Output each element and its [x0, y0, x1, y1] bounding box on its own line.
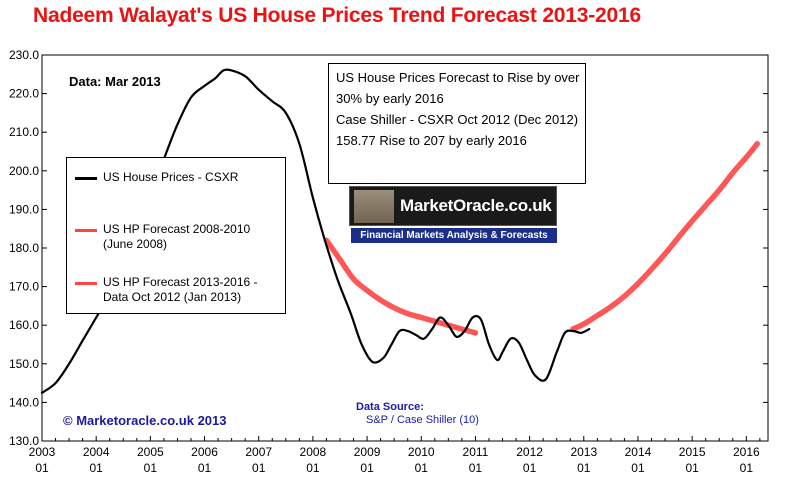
y-tick-label: 210.0	[9, 125, 39, 139]
y-tick-label: 180.0	[9, 241, 39, 255]
x-tick-year: 2011	[463, 445, 489, 459]
x-tick-month: 01	[198, 461, 212, 475]
x-tick-month: 01	[523, 461, 537, 475]
legend-label-forecast-2013: US HP Forecast 2013-2016 - Data Oct 2012…	[103, 275, 258, 304]
x-tick-month: 01	[577, 461, 591, 475]
logo-tagline: Financial Markets Analysis & Forecasts	[351, 228, 557, 243]
x-tick-year: 2010	[408, 445, 435, 459]
copyright-text: © Marketoracle.co.uk 2013	[63, 413, 227, 428]
y-tick-label: 200.0	[9, 164, 39, 178]
legend-label-actual: US House Prices - CSXR	[103, 170, 239, 184]
y-tick-label: 190.0	[9, 202, 39, 216]
chart-title: Nadeem Walayat's US House Prices Trend F…	[33, 4, 641, 27]
legend-label-forecast-2008: US HP Forecast 2008-2010 (June 2008)	[103, 222, 251, 251]
x-tick-year: 2016	[733, 445, 760, 459]
data-source-heading: Data Source:	[356, 401, 424, 413]
y-tick-label: 150.0	[9, 357, 39, 371]
x-tick-month: 01	[469, 461, 483, 475]
logo-banner: MarketOracle.co.uk	[349, 186, 557, 226]
x-tick-month: 01	[415, 461, 429, 475]
x-tick-month: 01	[631, 461, 645, 475]
x-tick-year: 2006	[191, 445, 218, 459]
x-tick-month: 01	[306, 461, 320, 475]
x-tick-year: 2005	[137, 445, 164, 459]
x-tick-year: 2013	[570, 445, 597, 459]
y-tick-label: 140.0	[9, 395, 39, 409]
y-tick-label: 170.0	[9, 280, 39, 294]
x-tick-month: 01	[360, 461, 374, 475]
x-tick-year: 2014	[625, 445, 652, 459]
x-tick-year: 2015	[679, 445, 706, 459]
x-tick-month: 01	[252, 461, 266, 475]
y-tick-label: 230.0	[9, 48, 39, 62]
x-tick-month: 01	[685, 461, 699, 475]
x-tick-month: 01	[89, 461, 103, 475]
y-tick-label: 160.0	[9, 318, 39, 332]
legend-item-actual: US House Prices - CSXR	[75, 170, 238, 185]
data-source-body: S&P / Case Shiller (10)	[366, 414, 479, 426]
legend-item-forecast-2013: US HP Forecast 2013-2016 - Data Oct 2012…	[75, 275, 258, 305]
legend: US House Prices - CSXR US HP Forecast 20…	[66, 157, 286, 314]
y-tick-label: 130.0	[9, 434, 39, 448]
x-tick-year: 2007	[245, 445, 272, 459]
legend-swatch-forecast-2008	[75, 229, 97, 232]
legend-item-forecast-2008: US HP Forecast 2008-2010 (June 2008)	[75, 222, 250, 252]
marketoracle-logo: MarketOracle.co.uk Financial Markets Ana…	[349, 186, 557, 246]
legend-swatch-forecast-2013	[75, 282, 97, 285]
x-tick-year: 2003	[29, 445, 56, 459]
x-tick-month: 01	[740, 461, 754, 475]
oracle-statue-icon	[354, 190, 394, 223]
series-line-forecast-2008	[323, 237, 479, 336]
legend-swatch-actual	[75, 177, 97, 180]
x-tick-year: 2008	[300, 445, 327, 459]
data-source: Data Source: S&P / Case Shiller (10)	[356, 401, 479, 427]
x-tick-year: 2012	[516, 445, 543, 459]
logo-name: MarketOracle.co.uk	[400, 196, 552, 215]
x-tick-month: 01	[35, 461, 49, 475]
x-tick-month: 01	[144, 461, 158, 475]
x-tick-year: 2004	[83, 445, 110, 459]
series-line-forecast-2013	[570, 141, 760, 332]
forecast-note: US House Prices Forecast to Rise by over…	[328, 63, 586, 184]
x-tick-year: 2009	[354, 445, 381, 459]
y-tick-label: 220.0	[9, 87, 39, 101]
data-date-label: Data: Mar 2013	[69, 74, 161, 89]
